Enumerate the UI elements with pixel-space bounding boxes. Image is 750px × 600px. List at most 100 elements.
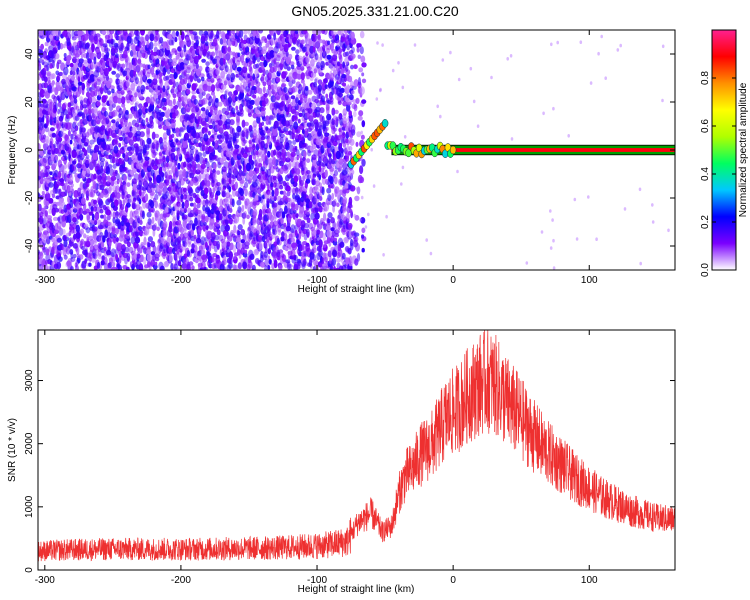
spectrogram-cell xyxy=(165,155,170,163)
spectrogram-cell xyxy=(168,161,173,168)
spectrogram-cell xyxy=(137,145,143,152)
spectrogram-cell xyxy=(149,33,155,42)
spectrogram-cell xyxy=(63,254,68,260)
spectrogram-cell xyxy=(194,217,198,227)
spectrogram-cell xyxy=(272,175,277,181)
spectrogram-cell xyxy=(41,98,47,104)
spectrogram-cell xyxy=(90,206,94,212)
spectrogram-cell xyxy=(186,249,191,257)
spectrogram-cell xyxy=(162,85,166,93)
spectrogram-cell xyxy=(268,119,272,125)
spectrogram-cell xyxy=(200,189,205,197)
spectrogram-cell xyxy=(167,246,173,253)
spectrogram-cell xyxy=(236,138,239,143)
spectrogram-cell xyxy=(180,84,186,92)
spectrogram-cell xyxy=(203,133,209,142)
spectrogram-cell xyxy=(93,181,97,190)
spectrogram-cell xyxy=(154,74,159,80)
spectrogram-cell xyxy=(105,181,111,187)
spectrogram-cell xyxy=(118,107,123,116)
spectrogram-cell xyxy=(154,210,160,218)
spectrogram-cell xyxy=(358,77,361,86)
spectrogram-cell xyxy=(122,199,126,206)
spectrogram-cell xyxy=(115,135,120,140)
spectrogram-cell xyxy=(573,197,577,202)
spectrogram-cell xyxy=(138,108,143,116)
spectrogram-cell xyxy=(133,105,138,112)
spectrogram-cell xyxy=(87,58,92,64)
spectrogram-cell xyxy=(297,55,303,60)
spectrogram-cell xyxy=(115,237,119,243)
spectrogram-cell xyxy=(140,75,143,85)
spectrogram-cell xyxy=(137,45,143,51)
spectrogram-cell xyxy=(138,197,142,205)
spectrogram-cell xyxy=(172,98,176,106)
spectrogram-cell xyxy=(251,227,257,233)
spectrogram-cell xyxy=(244,181,249,189)
spectrogram-cell xyxy=(214,154,218,161)
spectrogram-cell xyxy=(195,39,199,47)
spectrogram-cell xyxy=(184,199,189,209)
spectrogram-cell xyxy=(81,104,88,109)
spectrogram-cell xyxy=(186,89,191,95)
spectrogram-cell xyxy=(151,224,157,231)
spectrogram-cell xyxy=(203,187,209,195)
spectrogram-cell xyxy=(150,169,156,177)
spectrogram-cell xyxy=(134,102,138,107)
spectrogram-cell xyxy=(135,209,140,217)
spectrogram-cell xyxy=(359,46,364,55)
spectrogram-cell xyxy=(210,30,214,38)
spectrogram-cell xyxy=(361,72,365,77)
spectrogram-cell xyxy=(63,66,69,76)
spectrogram-cell xyxy=(137,58,142,65)
spectrogram-cell xyxy=(202,224,207,232)
spectrogram-cell xyxy=(157,85,161,91)
spectrogram-cell xyxy=(305,242,310,247)
spectrogram-cell xyxy=(183,161,187,168)
spectrogram-cell xyxy=(56,261,62,270)
spectrogram-cell xyxy=(110,38,116,45)
spectrogram-cell xyxy=(112,163,117,169)
spectrogram-cell xyxy=(139,131,145,138)
spectrogram-cell xyxy=(147,236,153,243)
spectrogram-cell xyxy=(125,233,131,239)
spectrogram-cell xyxy=(101,102,107,107)
spectrogram-cell xyxy=(254,179,259,186)
spectrogram-cell xyxy=(234,144,240,149)
spectrogram-cell xyxy=(367,212,370,217)
spectrogram-cell xyxy=(75,105,80,111)
spectrogram-cell xyxy=(152,55,158,60)
spectrogram-cell xyxy=(126,194,131,199)
spectrogram-cell xyxy=(176,209,180,218)
spectrogram-cell xyxy=(299,134,304,141)
spectrogram-cell xyxy=(152,229,156,237)
spectrogram-cell xyxy=(109,30,115,35)
spectrogram-cell xyxy=(579,40,583,44)
spectrogram-cell xyxy=(192,176,198,184)
spectrogram-cell xyxy=(327,40,331,46)
spectrogram-cell xyxy=(246,214,250,220)
spectrogram-cell xyxy=(63,182,68,191)
spectrogram-cell xyxy=(231,107,236,115)
spectrogram-cell xyxy=(77,81,83,86)
figure-title: GN05.2025.331.21.00.C20 xyxy=(291,3,459,19)
spectrogram-cell xyxy=(197,152,203,157)
spectrogram-cell xyxy=(63,163,68,170)
spectrogram-cell xyxy=(39,88,46,98)
spectrogram-cell xyxy=(110,175,117,181)
spectrogram-cell xyxy=(297,118,301,124)
spectrogram-cell xyxy=(61,78,66,85)
spectrogram-cell xyxy=(207,67,213,72)
spectrogram-cell xyxy=(165,75,170,81)
spectrogram-cell xyxy=(204,158,208,163)
spectrogram-cell xyxy=(185,151,190,159)
spectrogram-cell xyxy=(162,155,166,161)
spectrogram-cell xyxy=(350,185,356,192)
spectrogram-cell xyxy=(113,145,119,154)
spectrogram-cell xyxy=(193,33,198,42)
spectrogram-x-tick-label: -300 xyxy=(35,275,55,286)
spectrogram-cell xyxy=(110,201,116,209)
spectrogram-cell xyxy=(168,220,173,230)
spectrogram-y-tick-label: 40 xyxy=(24,48,35,60)
spectrogram-cell xyxy=(65,145,72,154)
